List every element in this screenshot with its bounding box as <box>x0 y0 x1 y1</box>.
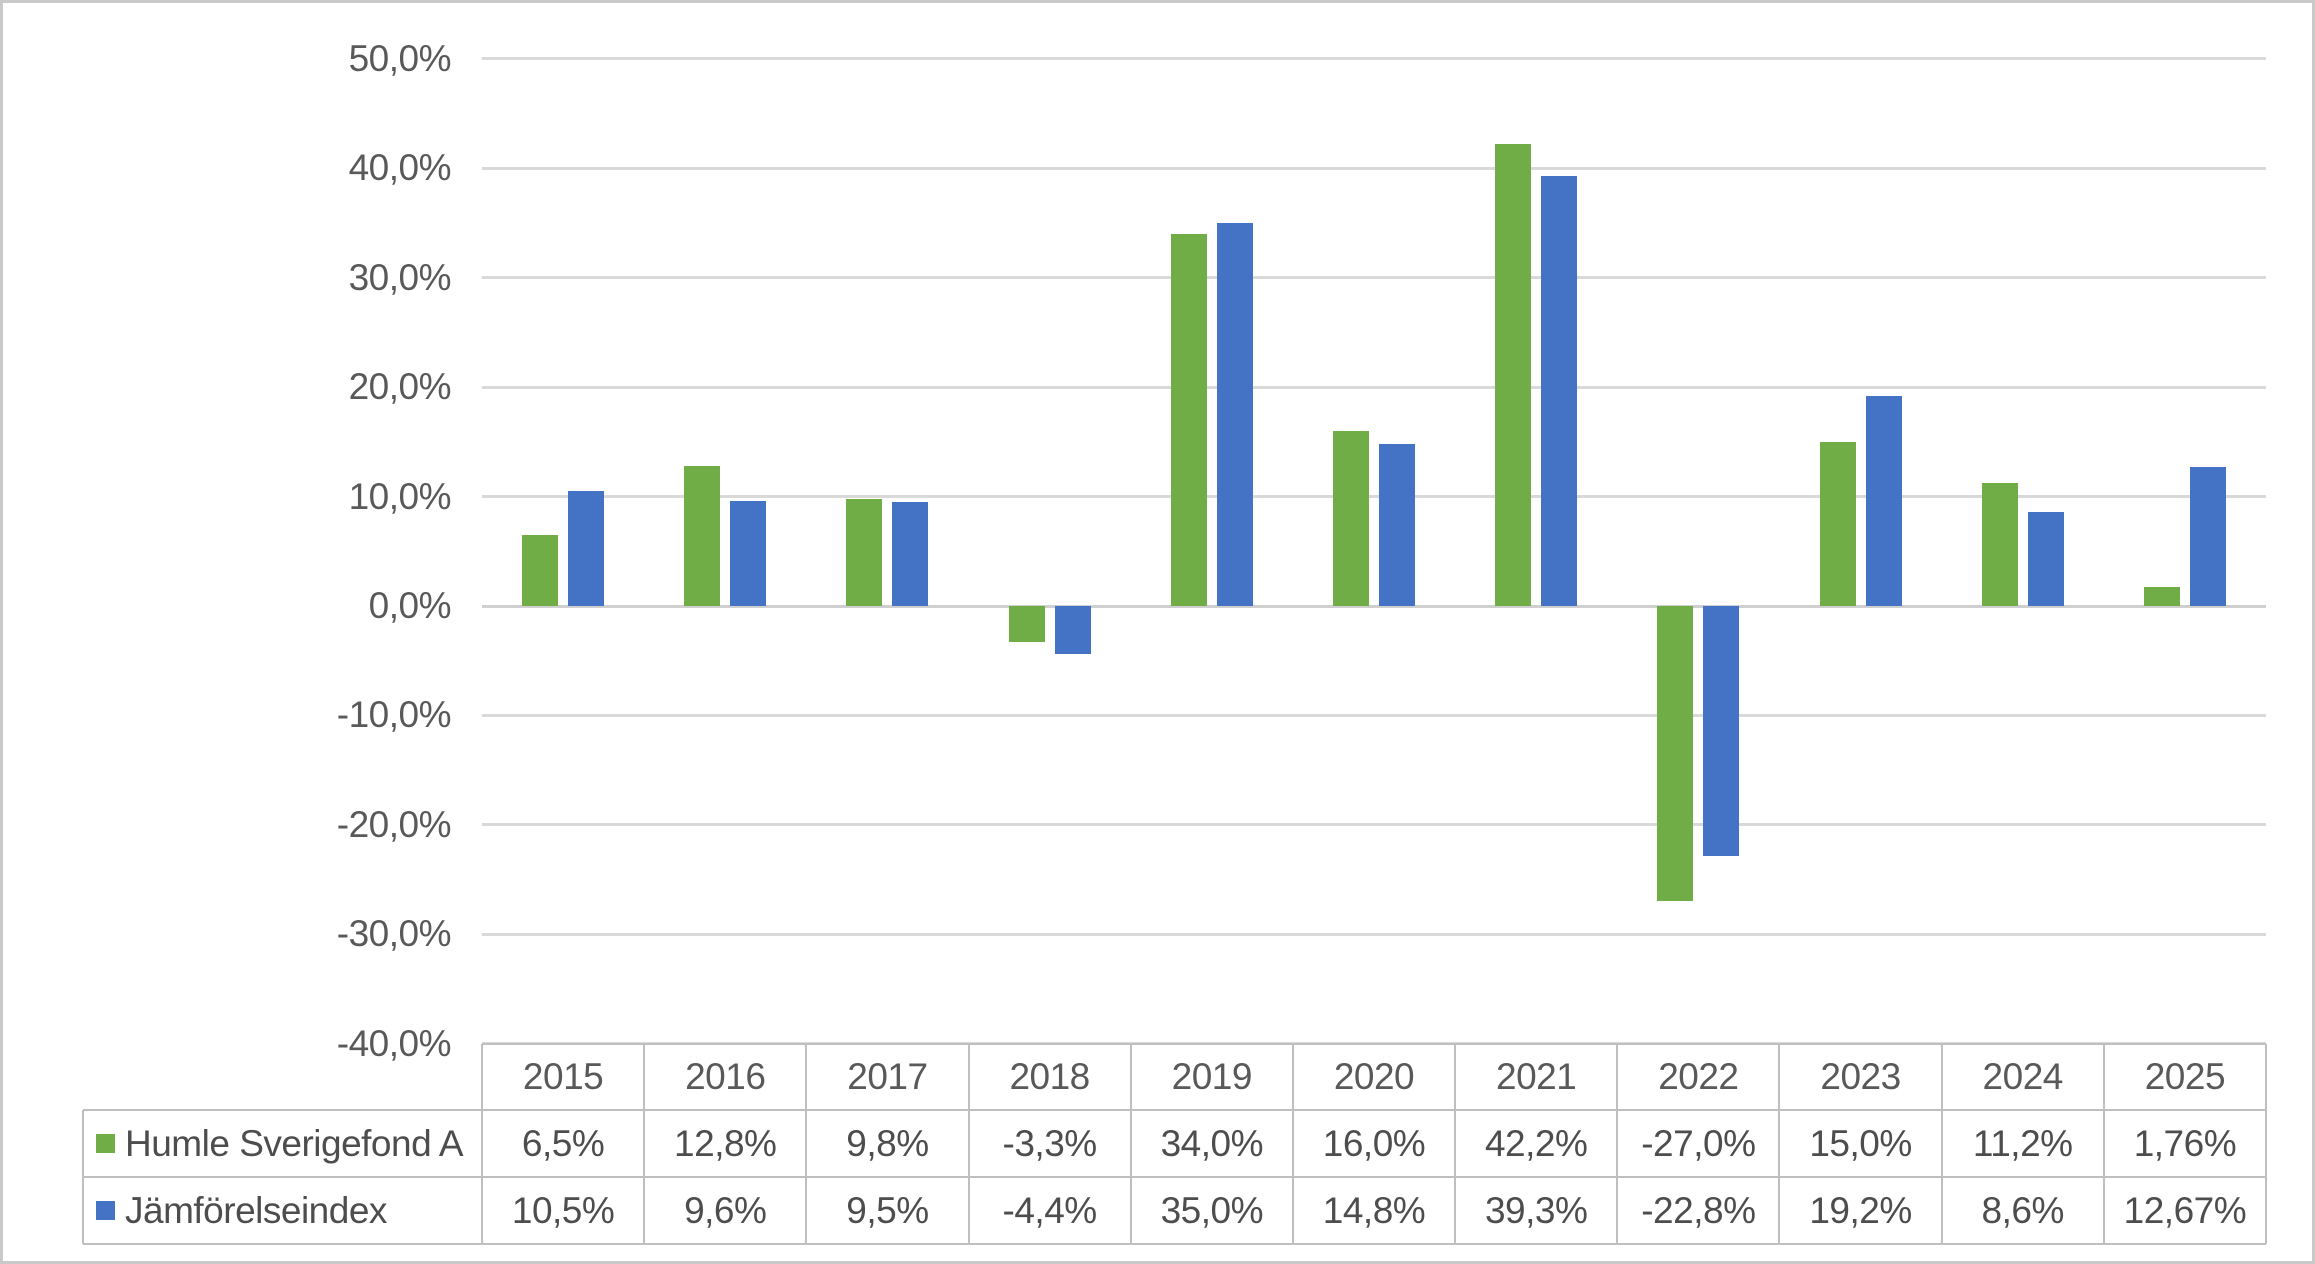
table-header-year: 2022 <box>1658 1056 1739 1097</box>
table-header-year: 2018 <box>1009 1056 1090 1097</box>
table-value-cell: 1,76% <box>2133 1123 2237 1164</box>
bar-series1-2024 <box>1981 483 2018 606</box>
y-axis-tick-label: -40,0% <box>336 1022 452 1064</box>
table-header-year: 2023 <box>1820 1056 1901 1097</box>
y-axis-tick-label: 40,0% <box>348 147 452 189</box>
table-value-cell: -22,8% <box>1641 1190 1756 1231</box>
y-axis-tick-label: -20,0% <box>336 803 452 845</box>
bar-series1-2025 <box>2143 586 2180 606</box>
table-header-year: 2017 <box>847 1056 928 1097</box>
table-border-column <box>481 1044 483 1244</box>
table-border-column <box>2102 1044 2105 1244</box>
bar-series2-2020 <box>1379 444 1415 606</box>
table-border-column <box>1616 1044 1619 1244</box>
bar-series1-2020 <box>1333 430 1369 606</box>
table-value-cell: -27,0% <box>1641 1123 1756 1164</box>
y-axis-tick-label: -10,0% <box>336 694 452 736</box>
table-value-cell: 39,3% <box>1484 1190 1588 1231</box>
table-header-year: 2019 <box>1171 1056 1253 1097</box>
y-axis-tick-label: 50,0% <box>348 37 452 79</box>
table-value-cell: 35,0% <box>1160 1190 1264 1231</box>
y-axis-tick-label: 20,0% <box>348 366 452 408</box>
table-border-row-bottom <box>83 1176 2266 1178</box>
bar-series2-2018 <box>1054 606 1091 655</box>
bar-series1-2016 <box>684 465 721 606</box>
table-value-cell: 14,8% <box>1322 1190 1426 1231</box>
table-header-year: 2021 <box>1496 1056 1577 1097</box>
table-value-cell: 9,5% <box>846 1190 929 1231</box>
table-value-cell: 12,67% <box>2123 1190 2247 1231</box>
table-border-column <box>643 1044 646 1244</box>
table-value-cell: -3,3% <box>1002 1123 1098 1164</box>
table-header-year: 2016 <box>685 1056 766 1097</box>
table-border-column <box>967 1044 970 1244</box>
gridline <box>482 823 2266 827</box>
table-header-year: 2025 <box>2144 1056 2226 1097</box>
gridline <box>482 713 2266 717</box>
x-axis-zero-line <box>482 604 2266 608</box>
table-row-label: Jämförelseindex <box>83 1177 482 1244</box>
bar-series1-2018 <box>1008 606 1045 643</box>
y-axis-tick-label: -30,0% <box>336 913 452 955</box>
gridline <box>482 932 2266 936</box>
bar-series2-2016 <box>730 500 767 606</box>
bar-series2-2024 <box>2027 511 2064 606</box>
bar-series1-2019 <box>1170 233 1207 606</box>
gridline <box>482 276 2266 280</box>
table-border-left <box>82 1110 84 1244</box>
bar-series1-2015 <box>522 534 559 606</box>
legend-swatch-series1 <box>96 1134 115 1153</box>
bar-series2-2019 <box>1216 222 1253 606</box>
gridline <box>482 495 2266 499</box>
table-value-cell: 9,6% <box>684 1190 767 1231</box>
bar-series1-2017 <box>846 498 883 606</box>
table-border-column <box>2265 1044 2267 1244</box>
bar-series2-2025 <box>2189 467 2226 606</box>
table-border-column <box>1129 1044 1132 1244</box>
gridline <box>482 57 2266 61</box>
bar-series2-2022 <box>1703 606 1740 856</box>
y-axis-tick-label: 10,0% <box>348 475 452 517</box>
series-name: Humle Sverigefond A <box>125 1122 464 1164</box>
table-border-row-bottom <box>83 1243 2266 1245</box>
table-row-label: Humle Sverigefond A <box>83 1110 482 1177</box>
table-value-cell: 15,0% <box>1809 1123 1912 1164</box>
table-border-column <box>1778 1044 1781 1244</box>
table-border-header-bottom <box>83 1109 2266 1111</box>
bar-series2-2023 <box>1865 395 1902 606</box>
table-value-cell: 19,2% <box>1809 1190 1912 1231</box>
table-border-column <box>1291 1044 1294 1244</box>
table-border-column <box>1940 1044 1943 1244</box>
data-table: 2015 2016 2017 2018 2019 2020 2021 2022 2023 2024… <box>3 3 2312 1261</box>
series-name: Jämförelseindex <box>125 1189 387 1231</box>
table-value-cell: 16,0% <box>1322 1123 1426 1164</box>
gridline <box>482 385 2266 389</box>
table-header-year: 2015 <box>522 1056 604 1097</box>
bar-series2-2021 <box>1541 175 1578 606</box>
table-value-cell: 9,8% <box>846 1123 929 1164</box>
table-value-cell: -4,4% <box>1002 1190 1098 1231</box>
table-value-cell: 11,2% <box>1972 1123 2073 1164</box>
table-value-cell: 8,6% <box>1981 1190 2065 1231</box>
table-border-top <box>482 1043 2266 1045</box>
bar-series2-2015 <box>568 491 605 606</box>
table-value-cell: 34,0% <box>1160 1123 1264 1164</box>
y-axis-tick-label: 0,0% <box>368 585 452 626</box>
bar-series1-2023 <box>1819 441 1856 606</box>
table-header-year: 2024 <box>1982 1056 2064 1097</box>
table-value-cell: 10,5% <box>511 1190 615 1231</box>
table-value-cell: 12,8% <box>674 1123 777 1164</box>
legend-swatch-series2 <box>96 1201 115 1220</box>
bar-series2-2017 <box>892 502 929 606</box>
bar-series1-2022 <box>1657 606 1694 902</box>
table-border-column <box>1454 1044 1457 1244</box>
table-value-cell: 42,2% <box>1484 1123 1588 1164</box>
table-border-column <box>805 1044 808 1244</box>
table-header-year: 2020 <box>1333 1056 1415 1097</box>
table-value-cell: 6,5% <box>521 1123 605 1164</box>
y-axis-tick-label: 30,0% <box>348 256 452 298</box>
gridline <box>482 166 2266 170</box>
bar-series1-2021 <box>1495 144 1532 606</box>
